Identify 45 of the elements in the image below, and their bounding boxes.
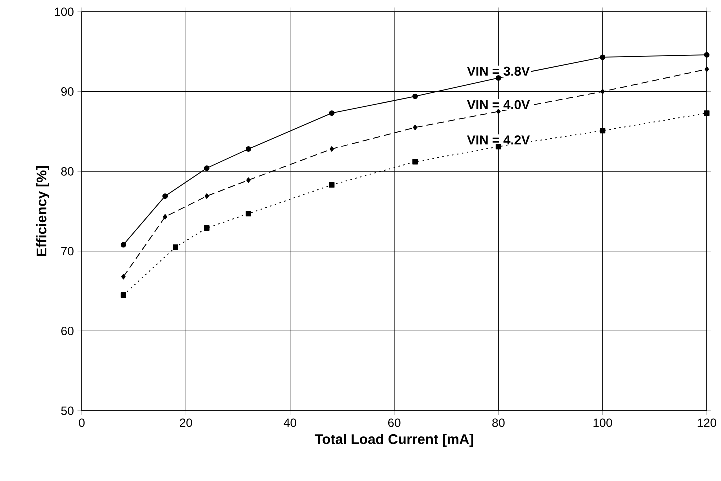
y-tick-label: 50 (61, 406, 74, 416)
y-tick-label: 90 (62, 88, 74, 96)
point (246, 211, 252, 217)
point (496, 109, 501, 114)
y-axis-title: Efficiency [%] (36, 166, 50, 256)
point (204, 166, 210, 172)
series-label: VIN = 4.2V (467, 136, 530, 145)
x-tick-label: 100 (594, 418, 612, 428)
x-tick-label: 60 (388, 418, 401, 428)
x-tick-label: 20 (180, 418, 192, 428)
y-tick-label: 80 (61, 167, 74, 176)
point (600, 54, 606, 60)
point (204, 194, 210, 200)
y-tick-label: 70 (62, 247, 74, 256)
point (204, 226, 210, 231)
x-tick-label: 40 (284, 418, 297, 428)
point (413, 124, 418, 130)
point (120, 292, 126, 298)
point (600, 89, 606, 95)
point (162, 194, 168, 200)
point (330, 146, 334, 152)
point (246, 178, 251, 184)
x-tick-label: 120 (698, 418, 717, 428)
point (496, 144, 502, 150)
point (496, 75, 502, 81)
point (329, 182, 335, 188)
series-label: VIN = 4.0V (467, 100, 530, 110)
point (704, 66, 710, 72)
point (246, 146, 252, 152)
point (163, 214, 168, 220)
point (120, 242, 126, 248)
x-tick-label: 80 (492, 418, 505, 428)
point (412, 159, 418, 165)
x-axis-title: Total Load Current [mA] (314, 434, 474, 448)
x-tick-label: 0 (79, 418, 85, 428)
point (704, 52, 710, 58)
point (122, 274, 126, 280)
point (412, 94, 418, 100)
point (173, 244, 178, 250)
series-label: VIN = 3.8V (467, 66, 530, 76)
point (704, 110, 710, 116)
y-tick-label: 60 (62, 326, 74, 336)
point (600, 128, 606, 134)
y-tick-label: 100 (55, 8, 74, 16)
point (329, 110, 335, 116)
